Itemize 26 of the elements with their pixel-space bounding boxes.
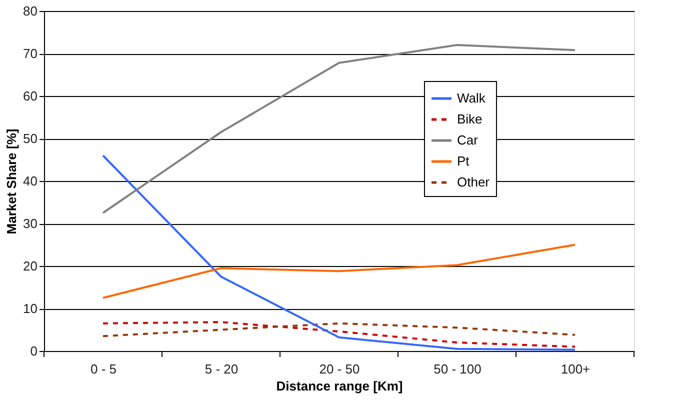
x-tick-label: 0 - 5	[90, 362, 117, 376]
legend-label: Car	[457, 132, 479, 148]
y-axis-title: Market Share [%]	[4, 128, 20, 234]
line-series	[102, 244, 576, 299]
y-tick-label: 20	[23, 258, 38, 274]
x-axis-title: Distance range [Km]	[276, 378, 403, 394]
x-tick-label: 20 - 50	[319, 362, 360, 376]
y-tick-label: 0	[30, 344, 38, 358]
line-series	[102, 44, 576, 214]
legend-label: Pt	[457, 154, 470, 168]
x-tick-label: 50 - 100	[434, 362, 482, 376]
line-series	[102, 322, 576, 338]
line-series	[102, 154, 576, 351]
y-tick-label: 60	[23, 88, 38, 104]
y-tick-label: 30	[23, 216, 38, 231]
x-tick-label: 100+	[560, 362, 590, 376]
y-tick-label: 70	[23, 46, 38, 61]
line-series	[102, 321, 576, 348]
y-tick-label: 10	[23, 301, 38, 316]
x-tick-label: 5 - 20	[204, 362, 238, 376]
y-tick-label: 80	[23, 4, 38, 18]
legend-label: Other	[457, 174, 490, 190]
y-tick-label: 50	[23, 131, 38, 146]
y-tick-label: 40	[23, 174, 38, 188]
legend-label: Walk	[457, 90, 486, 106]
legend-label: Bike	[457, 112, 482, 126]
